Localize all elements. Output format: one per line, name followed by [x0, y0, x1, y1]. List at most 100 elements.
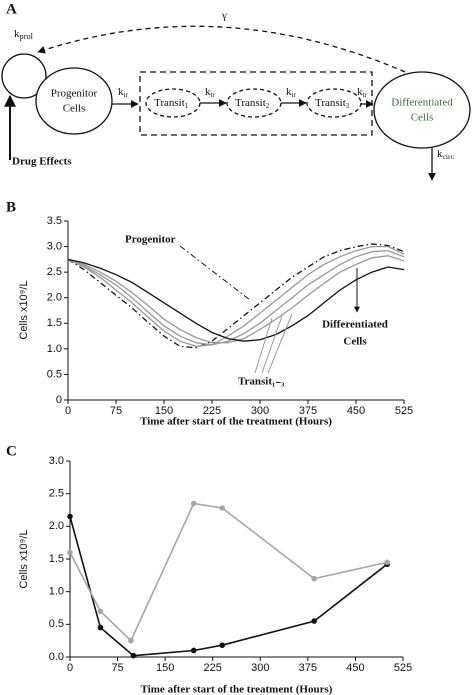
annotation: Differentiated — [322, 319, 388, 331]
label-sub: prol — [20, 32, 34, 41]
x-tick-label: 525 — [394, 662, 412, 674]
label-base: k — [205, 86, 211, 98]
rate-label: ktr — [118, 86, 128, 99]
x-tick-label: 450 — [347, 405, 365, 417]
label-base: k — [357, 86, 363, 98]
y-tick-label: 1.0 — [47, 343, 62, 355]
y-tick-label: 1.5 — [49, 553, 64, 565]
y-tick-label: 3.0 — [49, 455, 64, 467]
y-tick-label: 3.5 — [47, 215, 62, 227]
annotation-pointer — [261, 315, 283, 374]
y-axis-label: Cells x10⁹/L — [18, 529, 30, 588]
x-axis-label: Time after start of the treatment (Hours… — [140, 416, 332, 428]
rate-label: ktr — [286, 86, 296, 99]
rate-label: ktr — [357, 86, 367, 99]
label-sub: tr — [211, 91, 216, 99]
label-sub: 2 — [266, 102, 270, 110]
data-point — [190, 500, 197, 507]
data-point — [311, 618, 318, 624]
x-tick-label: 300 — [251, 662, 269, 674]
x-axis-label: Time after start of the treatment (Hours… — [141, 684, 333, 695]
panel-label: B — [6, 199, 16, 215]
label-base: k — [14, 28, 20, 40]
y-tick-label: 0.0 — [49, 651, 64, 663]
y-tick-label: 0.5 — [47, 368, 62, 380]
x-tick-label: 150 — [156, 662, 174, 674]
label-base: Transit — [235, 97, 266, 109]
x-tick-label: 450 — [346, 662, 364, 674]
rate-label: Transit1 — [154, 97, 189, 110]
data-point — [97, 624, 104, 631]
series-line — [67, 255, 405, 344]
series-line — [67, 250, 405, 346]
label-base: k — [286, 86, 292, 98]
annotation-pointer — [254, 317, 273, 374]
label-base: Transit — [154, 97, 185, 109]
y-tick-label: 2.0 — [49, 520, 64, 532]
data-point — [97, 608, 104, 615]
annotation: Transit₁₋₃ — [238, 376, 285, 388]
y-tick-label: 1.0 — [49, 586, 64, 598]
node-label: Cells — [63, 103, 86, 115]
label-sub: tr — [363, 91, 368, 99]
y-tick-label: 2.5 — [49, 488, 64, 500]
data-point — [67, 549, 73, 556]
label-sub: tr — [124, 91, 129, 99]
node-label: Progenitor — [51, 88, 98, 100]
label-sub: tr — [292, 91, 297, 99]
transit-node — [306, 88, 362, 118]
drug-label: Drug Effects — [12, 156, 72, 168]
x-tick-label: 375 — [299, 662, 317, 674]
label-base: Transit — [315, 97, 346, 109]
data-point — [219, 642, 226, 649]
panel-label: C — [6, 443, 17, 459]
x-tick-label: 375 — [299, 405, 317, 417]
x-tick-label: 75 — [110, 405, 122, 417]
rate-label: Transit3 — [315, 97, 350, 110]
self-renewal-loop — [1, 53, 47, 99]
data-point — [384, 559, 390, 566]
label-sub: circ — [443, 152, 455, 161]
x-tick-label: 75 — [111, 662, 123, 674]
node-label: Cells — [411, 112, 434, 124]
y-axis-label: Cells x10⁹/L — [18, 280, 30, 339]
y-tick-label: 0.5 — [49, 618, 64, 630]
y-tick-label: 0 — [56, 394, 62, 406]
data-point — [128, 637, 134, 644]
x-tick-label: 225 — [204, 662, 222, 674]
data-point — [219, 505, 226, 511]
data-point — [130, 652, 137, 659]
rate-label: kcirc — [437, 148, 455, 161]
label-base: k — [437, 148, 443, 160]
differentiated-node — [373, 71, 471, 149]
series-line — [69, 502, 388, 643]
label-base: k — [118, 86, 124, 98]
x-tick-label: 225 — [203, 405, 221, 417]
y-tick-label: 1.5 — [47, 317, 62, 329]
series-line — [67, 243, 405, 349]
diagram — [1, 25, 471, 181]
annotation-pointer — [267, 313, 293, 374]
series-line — [67, 245, 405, 347]
label-sub: 1 — [185, 102, 189, 110]
feedback-label: γ — [221, 10, 227, 22]
y-tick-label: 3.0 — [47, 240, 62, 252]
panel-label: A — [6, 1, 17, 17]
x-tick-label: 525 — [395, 405, 413, 417]
series-line — [69, 516, 388, 657]
rate-label: ktr — [205, 86, 215, 99]
data-point — [311, 575, 318, 582]
data-point — [67, 513, 73, 520]
y-tick-label: 2.0 — [47, 292, 62, 304]
feedback-arrow — [37, 25, 406, 73]
data-point — [190, 647, 197, 654]
annotation: Progenitor — [125, 234, 176, 246]
rate-label: Transit2 — [235, 97, 270, 110]
progenitor-node — [35, 67, 113, 135]
series-line — [67, 258, 405, 342]
x-tick-label: 0 — [65, 405, 71, 417]
x-tick-label: 0 — [67, 662, 73, 674]
